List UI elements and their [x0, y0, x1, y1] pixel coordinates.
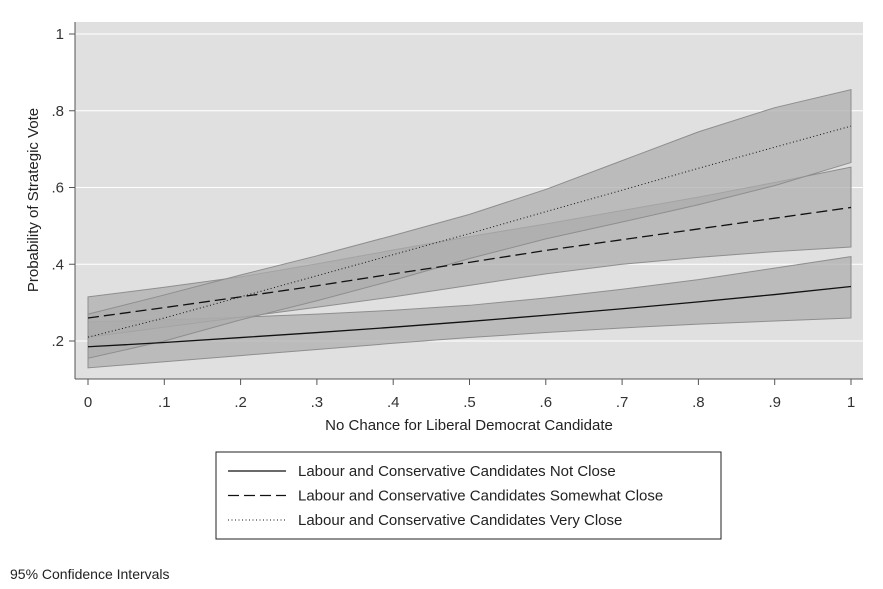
x-tick-label: 1 [847, 394, 855, 411]
legend-label: Labour and Conservative Candidates Not C… [298, 463, 616, 480]
x-tick-label: .2 [234, 394, 247, 411]
x-tick-label: .5 [463, 394, 476, 411]
x-tick-label: .4 [387, 394, 400, 411]
y-tick-label: .8 [51, 103, 64, 120]
x-tick-label: .6 [540, 394, 553, 411]
x-tick-label: .1 [158, 394, 171, 411]
confidence-band [87, 255, 852, 369]
series-line [87, 285, 852, 348]
y-tick-label: .2 [51, 333, 64, 350]
x-tick-label: .7 [616, 394, 629, 411]
series-line [87, 206, 852, 319]
x-axis: 0 .1 .2 .3 .4 .5 .6 .7 .8 .9 1 [75, 378, 863, 411]
legend-label: Labour and Conservative Candidates Somew… [298, 488, 663, 505]
x-tick-label: .9 [768, 394, 781, 411]
legend-box [215, 451, 722, 540]
y-tick-label: 1 [56, 26, 64, 43]
x-axis-title: No Chance for Liberal Democrat Candidate [325, 417, 613, 434]
series-lines [87, 125, 852, 348]
legend: Labour and Conservative Candidates Not C… [215, 451, 722, 540]
x-tick-label: .8 [692, 394, 705, 411]
legend-label: Labour and Conservative Candidates Very … [298, 512, 622, 529]
x-tick-label: 0 [84, 394, 92, 411]
y-tick-label: .6 [51, 180, 64, 197]
confidence-interval-note: 95% Confidence Intervals [10, 566, 170, 582]
y-tick-label: .4 [51, 256, 64, 273]
y-axis-title: Probability of Strategic Vote [25, 108, 42, 292]
x-tick-label: .3 [311, 394, 324, 411]
y-axis: .2 .4 .6 .8 1 [51, 22, 76, 379]
